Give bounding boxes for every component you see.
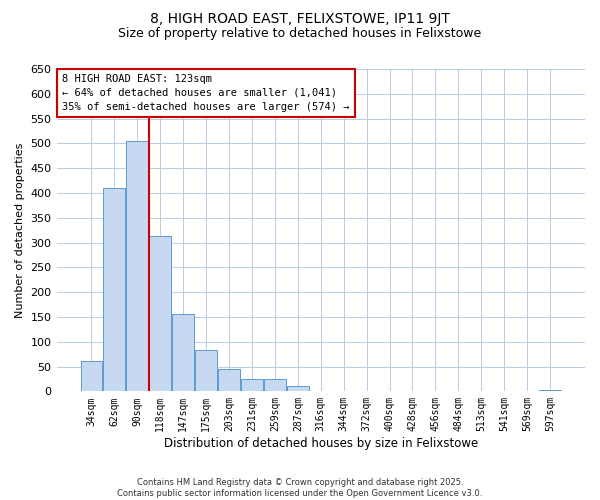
Y-axis label: Number of detached properties: Number of detached properties [15, 142, 25, 318]
Bar [241, 379, 263, 392]
Bar [149, 236, 171, 392]
Bar [127, 141, 148, 392]
Bar [103, 188, 125, 392]
Bar [287, 386, 309, 392]
Bar [80, 360, 103, 392]
Text: Size of property relative to detached houses in Felixstowe: Size of property relative to detached ho… [118, 28, 482, 40]
Bar [539, 390, 561, 392]
Text: Contains HM Land Registry data © Crown copyright and database right 2025.
Contai: Contains HM Land Registry data © Crown c… [118, 478, 482, 498]
Bar [264, 379, 286, 392]
Bar [195, 350, 217, 392]
Bar [218, 368, 240, 392]
Bar [172, 314, 194, 392]
Text: 8, HIGH ROAD EAST, FELIXSTOWE, IP11 9JT: 8, HIGH ROAD EAST, FELIXSTOWE, IP11 9JT [150, 12, 450, 26]
X-axis label: Distribution of detached houses by size in Felixstowe: Distribution of detached houses by size … [164, 437, 478, 450]
Text: 8 HIGH ROAD EAST: 123sqm
← 64% of detached houses are smaller (1,041)
35% of sem: 8 HIGH ROAD EAST: 123sqm ← 64% of detach… [62, 74, 349, 112]
